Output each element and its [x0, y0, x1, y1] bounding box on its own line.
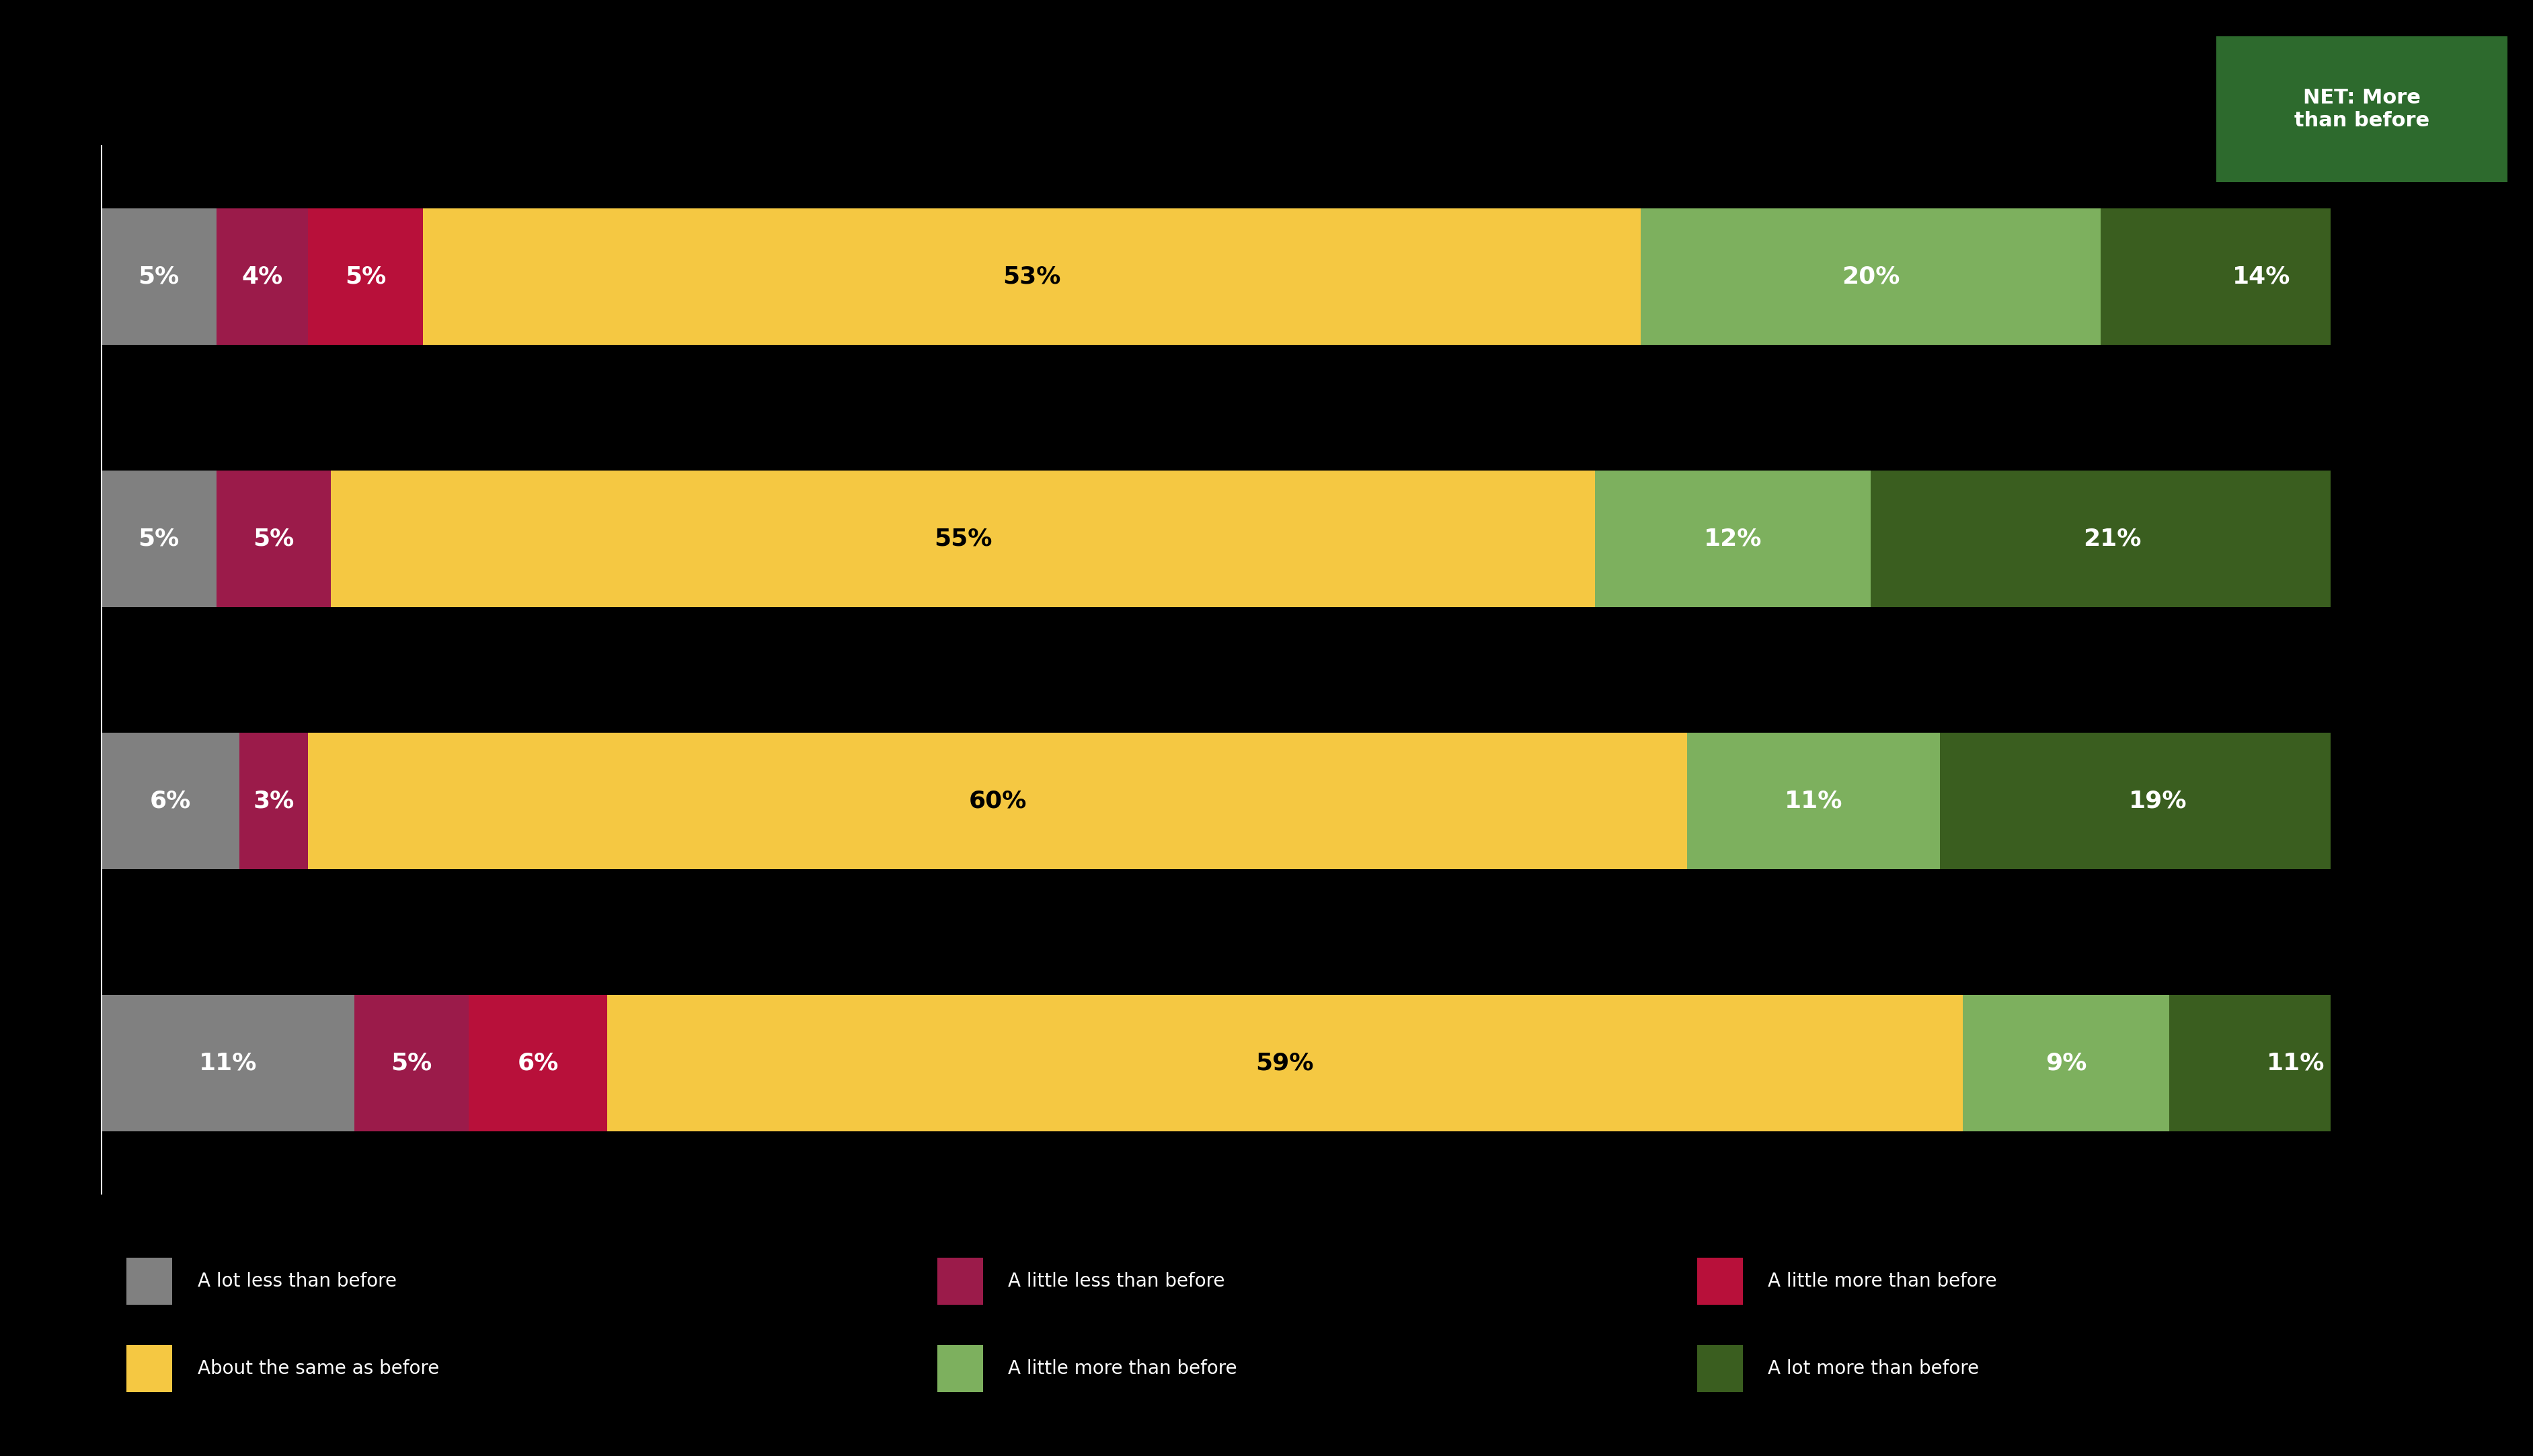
Text: 53%: 53% [1003, 265, 1061, 288]
Bar [238, 732, 309, 869]
Text: A lot less than before: A lot less than before [198, 1273, 398, 1290]
Bar [1872, 470, 2353, 607]
Text: 19%: 19% [2128, 789, 2186, 812]
Bar [1963, 994, 2168, 1131]
Text: 21%: 21% [2082, 527, 2140, 550]
Text: 3%: 3% [253, 789, 294, 812]
Text: 5%: 5% [139, 527, 180, 550]
Text: 20%: 20% [1841, 265, 1900, 288]
Text: 5%: 5% [344, 265, 385, 288]
Bar [1940, 732, 2376, 869]
Text: 5%: 5% [253, 527, 294, 550]
Bar [469, 994, 608, 1131]
Bar [101, 994, 355, 1131]
Text: 59%: 59% [1256, 1051, 1315, 1075]
Text: 60%: 60% [968, 789, 1026, 812]
Text: 55%: 55% [935, 527, 993, 550]
Text: A little more than before: A little more than before [1008, 1360, 1236, 1377]
Bar [2168, 994, 2422, 1131]
Bar [1641, 208, 2100, 345]
Bar [2100, 208, 2422, 345]
Bar [423, 208, 1641, 345]
Bar [101, 732, 238, 869]
Text: 6%: 6% [149, 789, 190, 812]
Text: NET: More
than before: NET: More than before [2295, 89, 2429, 130]
Text: A lot more than before: A lot more than before [1768, 1360, 1978, 1377]
Bar [1596, 470, 1872, 607]
Text: 11%: 11% [2267, 1051, 2325, 1075]
Bar [309, 208, 423, 345]
Text: 6%: 6% [517, 1051, 560, 1075]
Text: 11%: 11% [198, 1051, 256, 1075]
Text: 14%: 14% [2232, 265, 2290, 288]
Text: 5%: 5% [390, 1051, 433, 1075]
Text: 5%: 5% [139, 265, 180, 288]
Bar [215, 470, 332, 607]
Text: About the same as before: About the same as before [198, 1360, 438, 1377]
Text: 9%: 9% [2047, 1051, 2087, 1075]
Bar [101, 208, 215, 345]
Text: A little more than before: A little more than before [1768, 1273, 1996, 1290]
Text: A little less than before: A little less than before [1008, 1273, 1226, 1290]
Bar [332, 470, 1596, 607]
Bar [101, 470, 215, 607]
Text: 4%: 4% [241, 265, 284, 288]
Bar [215, 208, 309, 345]
Text: 12%: 12% [1705, 527, 1763, 550]
Bar [608, 994, 1963, 1131]
Bar [1687, 732, 1940, 869]
Bar [355, 994, 469, 1131]
Text: 11%: 11% [1783, 789, 1841, 812]
Bar [309, 732, 1687, 869]
